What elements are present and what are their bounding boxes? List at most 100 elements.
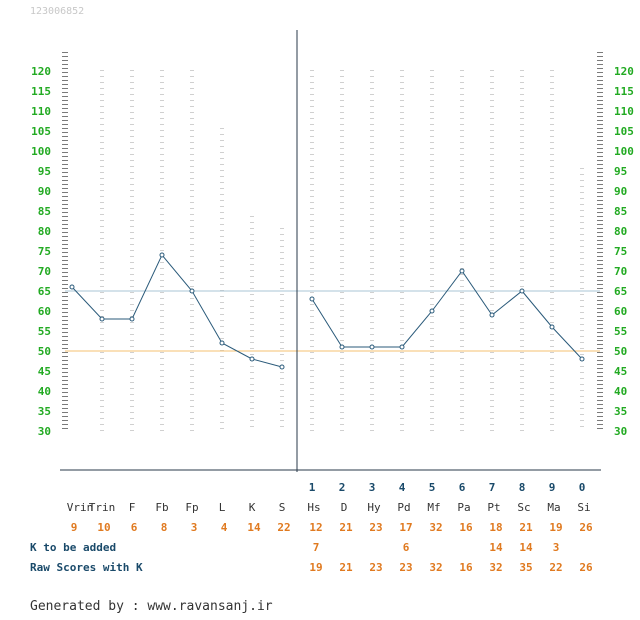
y-tick-label-left: 105 [31, 125, 51, 138]
validity-scale-label: K [249, 501, 256, 514]
clinical-scale-number: 2 [339, 481, 346, 494]
clinical-scale-label: Pt [487, 501, 500, 514]
y-tick-label-right: 100 [614, 145, 634, 158]
k-added-value: 6 [403, 541, 410, 554]
y-tick-label-right: 60 [614, 305, 627, 318]
validity-profile-line-point [219, 340, 225, 346]
clinical-scale-label: Pa [457, 501, 470, 514]
raw-with-k-value: 35 [519, 561, 532, 574]
raw-with-k-value: 32 [489, 561, 502, 574]
validity-profile-line-point [249, 356, 255, 362]
clinical-profile-line [311, 270, 583, 360]
clinical-raw-score: 32 [429, 521, 442, 534]
y-tick-label-left: 50 [38, 345, 51, 358]
y-tick-label-right: 80 [614, 225, 627, 238]
raw-with-k-value: 22 [549, 561, 562, 574]
validity-profile-line [71, 254, 283, 368]
clinical-scale-label: Sc [517, 501, 530, 514]
y-tick-label-left: 70 [38, 265, 51, 278]
clinical-profile-line-point [519, 288, 525, 294]
y-tick-label-left: 100 [31, 145, 51, 158]
y-tick-label-left: 35 [38, 405, 51, 418]
raw-with-k-value: 23 [399, 561, 412, 574]
validity-profile-line-point [129, 316, 135, 322]
k-added-value: 14 [489, 541, 503, 554]
validity-scale-label: L [219, 501, 226, 514]
clinical-scale-label: Ma [547, 501, 560, 514]
clinical-raw-score: 12 [309, 521, 322, 534]
y-tick-label-right: 35 [614, 405, 627, 418]
validity-raw-score: 9 [71, 521, 78, 534]
clinical-scale-label: Mf [427, 501, 440, 514]
y-tick-label-left: 95 [38, 165, 51, 178]
y-tick-label-right: 75 [614, 245, 627, 258]
y-tick-label-left: 30 [38, 425, 51, 438]
validity-scale-label: Fb [155, 501, 168, 514]
k-added-value: 14 [519, 541, 533, 554]
raw-with-k-value: 23 [369, 561, 382, 574]
validity-raw-score: 14 [247, 521, 261, 534]
y-tick-label-left: 60 [38, 305, 51, 318]
y-tick-label-left: 110 [31, 105, 51, 118]
clinical-profile-line-point [399, 344, 405, 350]
clinical-profile-line-point [459, 268, 465, 274]
record-id: 123006852 [30, 6, 85, 17]
clinical-profile-line-point [429, 308, 435, 314]
validity-raw-score: 3 [191, 521, 198, 534]
validity-scale-label: Trin [89, 501, 116, 514]
y-tick-label-left: 65 [38, 285, 51, 298]
clinical-raw-score: 16 [459, 521, 473, 534]
y-tick-label-left: 75 [38, 245, 51, 258]
validity-raw-score: 22 [277, 521, 290, 534]
clinical-raw-score: 23 [369, 521, 382, 534]
validity-raw-score: 6 [131, 521, 138, 534]
clinical-raw-score: 21 [519, 521, 533, 534]
k-to-be-added-label: K to be added [30, 541, 116, 554]
raw-with-k-value: 26 [579, 561, 593, 574]
y-tick-label-right: 115 [614, 85, 634, 98]
clinical-profile-line-point [369, 344, 375, 350]
clinical-raw-score: 21 [339, 521, 353, 534]
footer-credit: Generated by : www.ravansanj.ir [30, 599, 273, 614]
clinical-profile-line-point [579, 356, 585, 362]
clinical-scale-number: 0 [579, 481, 586, 494]
y-tick-label-right: 40 [614, 385, 627, 398]
y-tick-label-right: 70 [614, 265, 627, 278]
y-tick-label-left: 45 [38, 365, 51, 378]
raw-with-k-value: 21 [339, 561, 353, 574]
y-tick-label-right: 90 [614, 185, 627, 198]
validity-raw-score: 8 [161, 521, 168, 534]
validity-scale-label: S [279, 501, 286, 514]
validity-profile-line-point [69, 284, 75, 290]
y-tick-label-right: 65 [614, 285, 627, 298]
y-tick-label-right: 30 [614, 425, 627, 438]
validity-scale-label: F [129, 501, 136, 514]
clinical-scale-number: 3 [369, 481, 376, 494]
y-tick-label-right: 95 [614, 165, 627, 178]
clinical-scale-label: Hs [307, 501, 320, 514]
raw-with-k-value: 32 [429, 561, 442, 574]
y-tick-label-right: 85 [614, 205, 627, 218]
clinical-raw-score: 18 [489, 521, 502, 534]
validity-scale-label: Fp [185, 501, 198, 514]
raw-with-k-value: 19 [309, 561, 322, 574]
clinical-scale-number: 8 [519, 481, 526, 494]
validity-scale-label: Vrin [67, 501, 94, 514]
clinical-profile-line-point [489, 312, 495, 318]
y-tick-label-left: 115 [31, 85, 51, 98]
y-tick-label-right: 50 [614, 345, 627, 358]
clinical-scale-label: Hy [367, 501, 381, 514]
k-added-value: 3 [553, 541, 560, 554]
clinical-scale-number: 5 [429, 481, 436, 494]
validity-raw-score: 10 [97, 521, 110, 534]
y-tick-label-right: 120 [614, 65, 634, 78]
y-tick-label-left: 90 [38, 185, 51, 198]
clinical-raw-score: 19 [549, 521, 562, 534]
y-tick-label-right: 55 [614, 325, 627, 338]
validity-profile-line-point [99, 316, 105, 322]
validity-profile-line-point [159, 252, 165, 258]
raw-scores-with-k-label: Raw Scores with K [30, 561, 143, 574]
y-tick-label-right: 105 [614, 125, 634, 138]
